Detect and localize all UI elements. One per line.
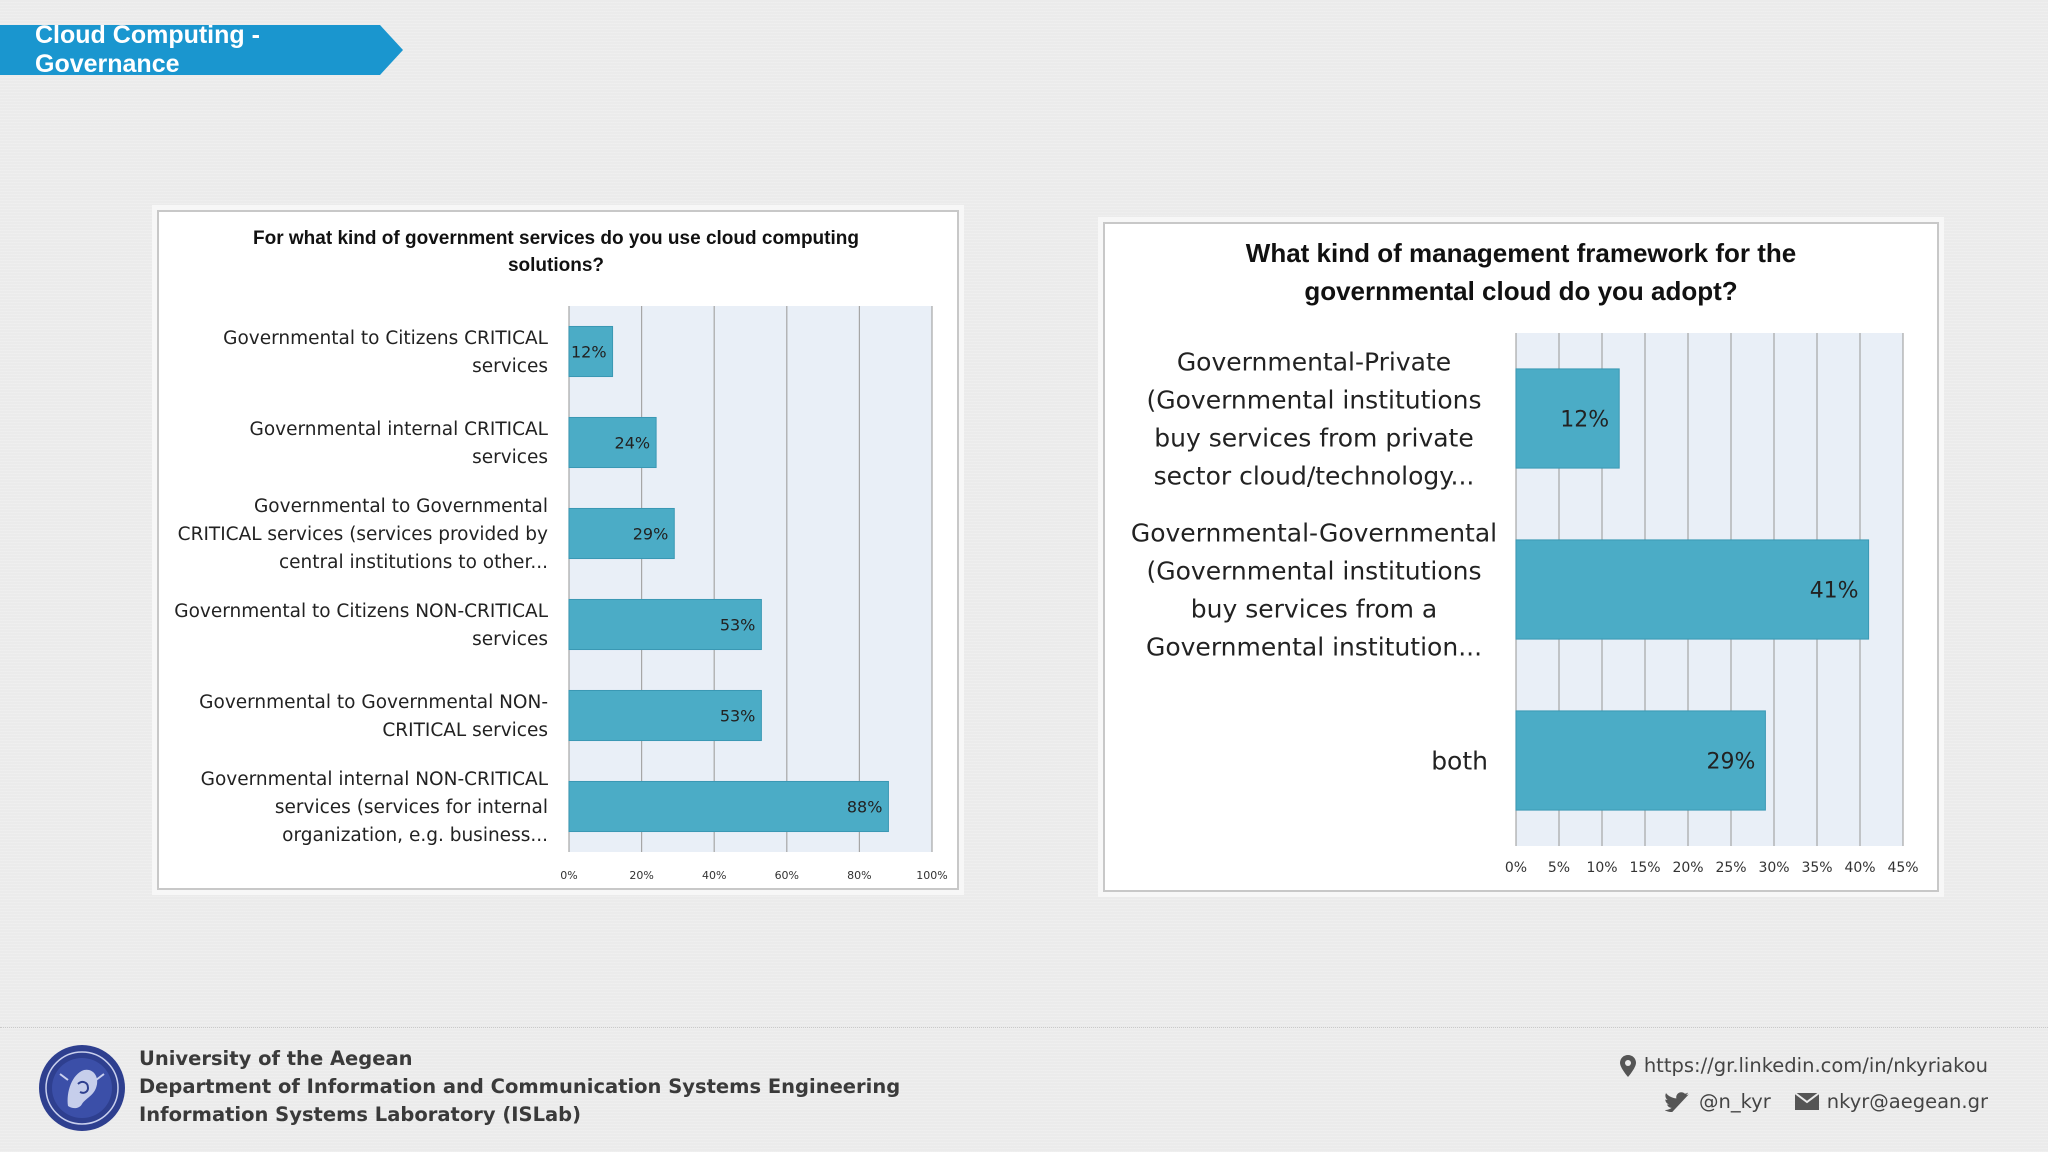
chart2-tick-label: 20% xyxy=(1672,860,1703,876)
chart2-data-label: 41% xyxy=(1810,578,1859,603)
chart1-plot-area xyxy=(569,306,932,852)
chart2-category-label: Governmental-Private xyxy=(1177,348,1451,377)
chart1-tick-label: 80% xyxy=(847,869,871,882)
chart2-tick-label: 30% xyxy=(1758,860,1789,876)
chart1-category-label: services xyxy=(472,356,548,377)
chart1-category-label: CRITICAL services (services provided by xyxy=(178,524,548,545)
chart2-category-label: buy services from private xyxy=(1154,424,1474,453)
chart2-category-label: (Governmental institutions xyxy=(1147,386,1482,415)
footer-institution: University of the Aegean Department of I… xyxy=(139,1045,900,1129)
chart1-bar xyxy=(568,507,675,560)
chart1-category-label: organization, e.g. business... xyxy=(282,825,548,846)
footer-divider xyxy=(0,1027,2048,1028)
contact-linkedin: https://gr.linkedin.com/in/nkyriakou xyxy=(1619,1054,1988,1077)
chart2-tick-label: 10% xyxy=(1586,860,1617,876)
chart2-tick-label: 25% xyxy=(1715,860,1746,876)
chart2-data-label: 12% xyxy=(1560,407,1609,432)
chart2-category-label: sector cloud/technology... xyxy=(1154,462,1475,491)
footer-university: University of the Aegean xyxy=(139,1047,413,1070)
twitter-handle[interactable]: @n_kyr xyxy=(1698,1090,1771,1113)
chart1-category-label: services xyxy=(472,447,548,468)
twitter-bird-icon xyxy=(1664,1091,1691,1112)
chart2-category-label: Governmental institution... xyxy=(1146,633,1482,662)
chart1-category-label: Governmental internal CRITICAL xyxy=(250,419,549,440)
chart2-tick-label: 5% xyxy=(1548,860,1570,876)
footer-department: Department of Information and Communicat… xyxy=(139,1075,901,1098)
chart1-category-label: Governmental to Citizens NON-CRITICAL xyxy=(174,601,548,622)
chart1-bar xyxy=(568,325,614,378)
chart2-category-label: buy services from a xyxy=(1191,595,1437,624)
chart2-title-line: governmental cloud do you adopt? xyxy=(1304,276,1737,306)
chart2-category-label: Governmental-Governmental xyxy=(1131,519,1497,548)
chart-government-services-svg: For what kind of government services do … xyxy=(174,228,947,882)
chart-government-services: For what kind of government services do … xyxy=(157,210,959,890)
chart2-tick-label: 35% xyxy=(1801,860,1832,876)
chart1-category-label: Governmental to Citizens CRITICAL xyxy=(223,328,549,349)
map-pin-icon xyxy=(1619,1054,1636,1077)
email-link[interactable]: nkyr@aegean.gr xyxy=(1826,1090,1988,1113)
chart2-data-label: 29% xyxy=(1706,749,1755,774)
chart1-title-line: For what kind of government services do … xyxy=(253,228,859,249)
chart2-bar xyxy=(1515,539,1870,640)
chart2-title-line: What kind of management framework for th… xyxy=(1246,238,1796,268)
chart2-tick-label: 40% xyxy=(1844,860,1875,876)
chart1-bar xyxy=(568,780,889,833)
chart1-tick-label: 20% xyxy=(629,869,653,882)
chart-management-framework-svg: What kind of management framework for th… xyxy=(1131,238,1919,876)
chart2-tick-label: 0% xyxy=(1505,860,1527,876)
chart1-title-line: solutions? xyxy=(508,255,604,276)
chart1-data-label: 53% xyxy=(720,615,756,634)
chart-management-framework: What kind of management framework for th… xyxy=(1103,222,1939,892)
chart1-category-label: central institutions to other... xyxy=(279,552,548,573)
chart2-tick-label: 15% xyxy=(1629,860,1660,876)
chart1-category-label: Governmental to Governmental NON- xyxy=(199,692,548,713)
chart1-category-label: services (services for internal xyxy=(275,797,548,818)
chart1-data-label: 88% xyxy=(847,797,883,816)
chart1-category-label: services xyxy=(472,629,548,650)
chart1-data-label: 12% xyxy=(571,342,607,361)
chart1-tick-label: 100% xyxy=(916,869,947,882)
chart1-bar xyxy=(568,689,762,742)
slide-title: Cloud Computing - Governance xyxy=(35,21,260,78)
chart1-category-label: CRITICAL services xyxy=(382,720,548,741)
chart1-data-label: 29% xyxy=(633,524,669,543)
slide-title-banner: Cloud Computing - Governance xyxy=(0,25,403,75)
university-seal-icon xyxy=(38,1044,126,1132)
chart2-bar xyxy=(1515,368,1620,469)
chart1-bar xyxy=(568,416,657,469)
chart2-category-label: both xyxy=(1431,747,1488,776)
chart1-category-label: Governmental to Governmental xyxy=(254,496,548,517)
contact-social: @n_kyr nkyr@aegean.gr xyxy=(1664,1090,1988,1113)
chart2-category-label: (Governmental institutions xyxy=(1147,557,1482,586)
chart1-bar xyxy=(568,598,762,651)
envelope-icon xyxy=(1794,1093,1819,1110)
chart2-tick-label: 45% xyxy=(1887,860,1918,876)
chart1-tick-label: 0% xyxy=(560,869,577,882)
footer-lab: Information Systems Laboratory (ISLab) xyxy=(139,1103,582,1126)
linkedin-link[interactable]: https://gr.linkedin.com/in/nkyriakou xyxy=(1643,1054,1988,1077)
chart2-bar xyxy=(1515,710,1766,811)
chart1-tick-label: 60% xyxy=(775,869,799,882)
chart1-tick-label: 40% xyxy=(702,869,726,882)
chart1-data-label: 53% xyxy=(720,706,756,725)
chart1-data-label: 24% xyxy=(615,433,651,452)
chart1-category-label: Governmental internal NON-CRITICAL xyxy=(201,769,549,790)
